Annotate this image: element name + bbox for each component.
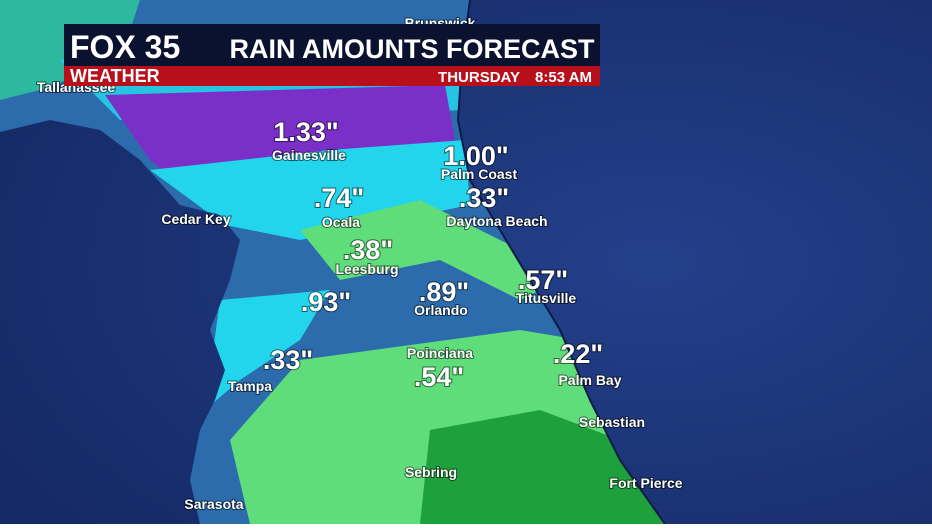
header-bar — [64, 24, 600, 66]
coastline — [456, 0, 666, 525]
day: THURSDAY — [438, 69, 520, 86]
rain-amount: .89" — [419, 277, 469, 307]
city-label: Tampa — [228, 378, 272, 394]
header: FOX 35 WEATHER RAIN AMOUNTS FORECAST THU… — [64, 24, 600, 86]
brand-sub: WEATHER — [70, 66, 160, 86]
rain-amount: .57" — [518, 265, 568, 295]
rain-amount: .74" — [314, 183, 364, 213]
header-subbar — [64, 66, 600, 86]
city-label: Titusville — [516, 290, 577, 306]
city-label: Daytona Beach — [446, 213, 547, 229]
city-label: Cedar Key — [161, 211, 230, 227]
time: 8:53 AM — [535, 69, 592, 86]
brand: FOX 35 — [70, 29, 180, 65]
city-label: Sebastian — [579, 414, 645, 430]
rain-amount: .54" — [414, 362, 464, 392]
rain-amount: .38" — [343, 235, 393, 265]
city-label: Fort Pierce — [609, 475, 682, 491]
city-label: Poinciana — [407, 345, 473, 361]
title: RAIN AMOUNTS FORECAST — [230, 34, 595, 64]
city-label: Sarasota — [184, 496, 243, 512]
city-label: Ocala — [322, 214, 360, 230]
rain-amount: .33" — [263, 345, 313, 375]
city-label: Gainesville — [272, 147, 346, 163]
city-label: Orlando — [414, 302, 468, 318]
rain-amount: .22" — [553, 339, 603, 369]
city-label: Palm Coast — [441, 166, 518, 182]
rain-amount: .33" — [459, 183, 509, 213]
rain-amount: .93" — [301, 287, 351, 317]
rain-amount: 1.00" — [443, 141, 508, 171]
city-label: Leesburg — [335, 261, 398, 277]
city-label: Sebring — [405, 464, 457, 480]
city-label: Palm Bay — [558, 372, 621, 388]
rain-amount: 1.33" — [273, 117, 338, 147]
